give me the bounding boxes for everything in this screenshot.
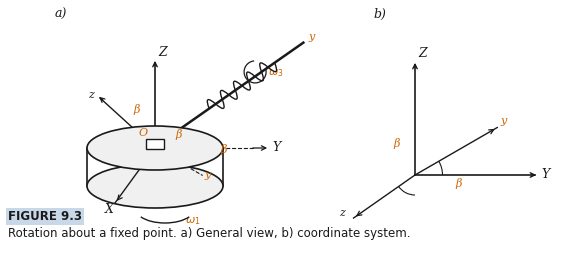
Text: β: β — [220, 144, 226, 155]
Text: Rotation about a fixed point. a) General view, b) coordinate system.: Rotation about a fixed point. a) General… — [8, 227, 410, 240]
Text: a): a) — [55, 8, 68, 21]
Text: $\omega_1$: $\omega_1$ — [185, 215, 201, 227]
Text: Z: Z — [418, 47, 427, 60]
Text: β: β — [393, 138, 399, 149]
Text: β: β — [175, 129, 182, 140]
Ellipse shape — [87, 164, 223, 208]
Text: Y: Y — [272, 141, 280, 154]
Text: FIGURE 9.3: FIGURE 9.3 — [8, 210, 82, 223]
Text: y: y — [308, 32, 315, 42]
Text: Y: Y — [541, 168, 550, 181]
FancyBboxPatch shape — [146, 139, 164, 149]
Text: β: β — [455, 178, 461, 189]
Text: y: y — [500, 116, 507, 126]
Text: O: O — [139, 128, 148, 138]
Text: X: X — [105, 203, 114, 216]
Ellipse shape — [87, 126, 223, 170]
Text: $\omega_3$: $\omega_3$ — [268, 67, 284, 79]
Text: z: z — [340, 208, 346, 218]
Text: b): b) — [373, 8, 386, 21]
Text: z: z — [88, 90, 94, 100]
Text: y: y — [205, 169, 211, 179]
Text: β: β — [133, 104, 139, 115]
Text: Z: Z — [158, 46, 167, 59]
